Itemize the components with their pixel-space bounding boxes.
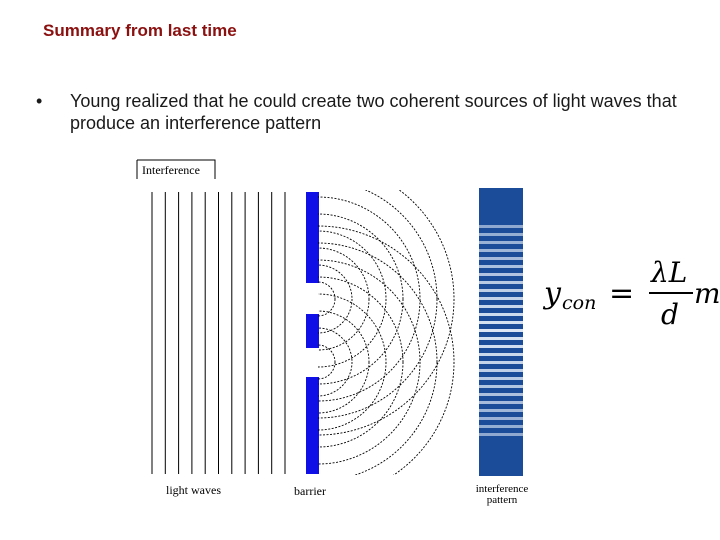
wave-arc bbox=[318, 259, 421, 465]
bright-fringe bbox=[479, 273, 523, 276]
wave-arc bbox=[318, 196, 421, 402]
barrier-segment-middle bbox=[306, 314, 319, 348]
bright-fringe bbox=[479, 289, 523, 292]
bright-fringe bbox=[479, 329, 523, 332]
interference-pattern-screen bbox=[479, 188, 523, 476]
caption-pattern: pattern bbox=[487, 494, 518, 506]
wave-arc bbox=[318, 264, 353, 334]
bullet-item: • Young realized that he could create tw… bbox=[36, 90, 686, 134]
bright-fringe bbox=[479, 377, 523, 380]
bright-fringe bbox=[479, 225, 523, 228]
wave-arc bbox=[318, 310, 370, 414]
bright-fringe bbox=[479, 305, 523, 308]
equation-numerator: λL bbox=[650, 256, 687, 289]
equation-equals: = bbox=[609, 276, 634, 311]
bright-fringe bbox=[479, 433, 523, 436]
bright-fringe bbox=[479, 233, 523, 236]
circular-wave-fronts bbox=[318, 190, 455, 475]
wave-arc bbox=[318, 242, 438, 475]
bright-fringe bbox=[479, 401, 523, 404]
bright-fringe bbox=[479, 265, 523, 268]
slide-title: Summary from last time bbox=[43, 21, 237, 40]
bright-fringe bbox=[479, 393, 523, 396]
bright-fringe bbox=[479, 361, 523, 364]
wave-arc bbox=[318, 230, 387, 368]
bright-fringe bbox=[479, 241, 523, 244]
wave-arc bbox=[318, 213, 404, 385]
bright-fringe bbox=[479, 297, 523, 300]
wave-arc bbox=[318, 327, 353, 397]
wave-arc bbox=[318, 190, 438, 419]
wave-arc bbox=[318, 276, 404, 448]
bright-fringe bbox=[479, 249, 523, 252]
bullet-symbol: • bbox=[36, 91, 43, 111]
wave-arc bbox=[318, 281, 336, 317]
interference-label: Interference bbox=[142, 163, 200, 177]
bright-fringe bbox=[479, 425, 523, 428]
barrier-segment-bottom bbox=[306, 377, 319, 474]
wave-arc bbox=[318, 190, 455, 436]
caption-interference: interference bbox=[476, 483, 529, 495]
bright-fringe bbox=[479, 345, 523, 348]
caption-barrier: barrier bbox=[294, 484, 326, 498]
wave-arc bbox=[318, 225, 455, 475]
bright-fringe bbox=[479, 417, 523, 420]
equation-lhs-variable: y bbox=[542, 276, 562, 311]
wave-arc bbox=[318, 344, 336, 380]
barrier-segment-top bbox=[306, 192, 319, 283]
equation-lhs-subscript: con bbox=[562, 292, 596, 314]
label-frame bbox=[136, 159, 216, 179]
bullet-text: Young realized that he could create two … bbox=[70, 91, 677, 133]
wave-arc bbox=[318, 247, 370, 351]
bright-fringe bbox=[479, 409, 523, 412]
light-wave-fronts bbox=[151, 192, 286, 474]
bright-fringe bbox=[479, 385, 523, 388]
bright-fringe bbox=[479, 257, 523, 260]
bright-fringe bbox=[479, 353, 523, 356]
equation-denominator: d bbox=[661, 298, 679, 331]
equation-multiplier: m bbox=[694, 277, 720, 310]
bright-fringe bbox=[479, 281, 523, 284]
bright-fringe bbox=[479, 321, 523, 324]
bright-fringe bbox=[479, 337, 523, 340]
bright-fringe bbox=[479, 369, 523, 372]
bright-fringe bbox=[479, 313, 523, 316]
caption-light-waves: light waves bbox=[166, 483, 221, 497]
barrier bbox=[306, 192, 319, 474]
wave-arc bbox=[318, 293, 387, 431]
pattern-fringes bbox=[479, 225, 523, 436]
fringe-equation: y con = λL d m bbox=[542, 256, 720, 331]
